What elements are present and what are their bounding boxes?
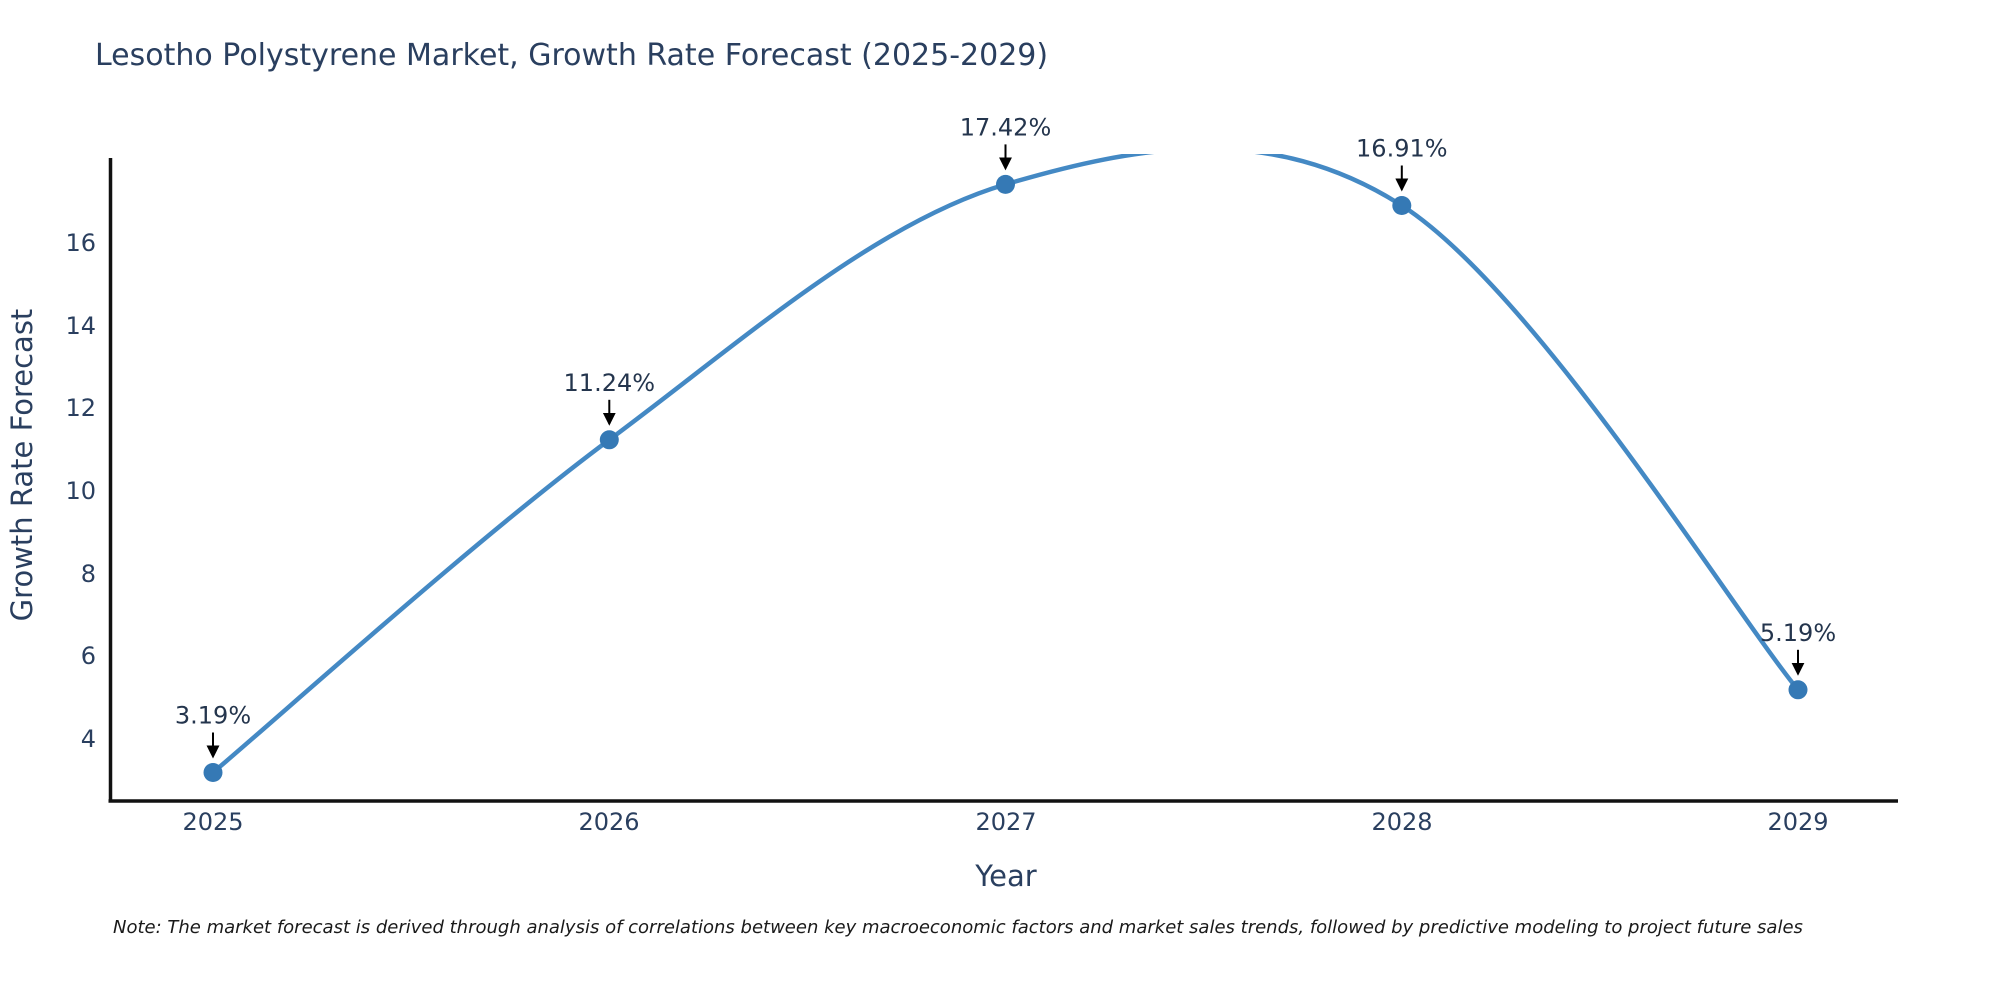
chart-footnote: Note: The market forecast is derived thr… (113, 917, 1803, 938)
annotation-label: 16.91% (1356, 135, 1448, 163)
y-tick-label: 6 (81, 642, 96, 670)
x-axis-title: Year (974, 859, 1036, 893)
data-point-2025 (203, 763, 223, 782)
data-point-2027 (996, 174, 1015, 194)
y-tick-label: 16 (65, 229, 96, 257)
forecast-line (210, 154, 1801, 775)
y-axis-title: Growth Rate Forecast (5, 309, 39, 622)
x-tick-label: 2025 (182, 808, 243, 836)
chart-title: Lesotho Polystyrene Market, Growth Rate … (95, 38, 1049, 73)
y-tick-label: 10 (65, 477, 96, 505)
y-tick-label: 12 (65, 394, 96, 422)
x-tick-label: 2028 (1371, 808, 1432, 836)
y-tick-label: 8 (81, 560, 96, 588)
annotation-label: 5.19% (1760, 619, 1836, 647)
x-tick-label: 2027 (975, 808, 1036, 836)
annotation-label: 17.42% (960, 113, 1052, 141)
data-point-2028 (1392, 196, 1412, 215)
y-tick-label: 4 (81, 725, 96, 753)
annotation-label: 3.19% (175, 702, 251, 730)
data-point-2029 (1788, 680, 1808, 700)
x-tick-label: 2026 (578, 808, 639, 836)
annotation-label: 11.24% (564, 369, 656, 397)
x-tick-label: 2029 (1767, 808, 1828, 836)
y-tick-label: 14 (65, 312, 96, 340)
data-point-2026 (599, 430, 619, 450)
